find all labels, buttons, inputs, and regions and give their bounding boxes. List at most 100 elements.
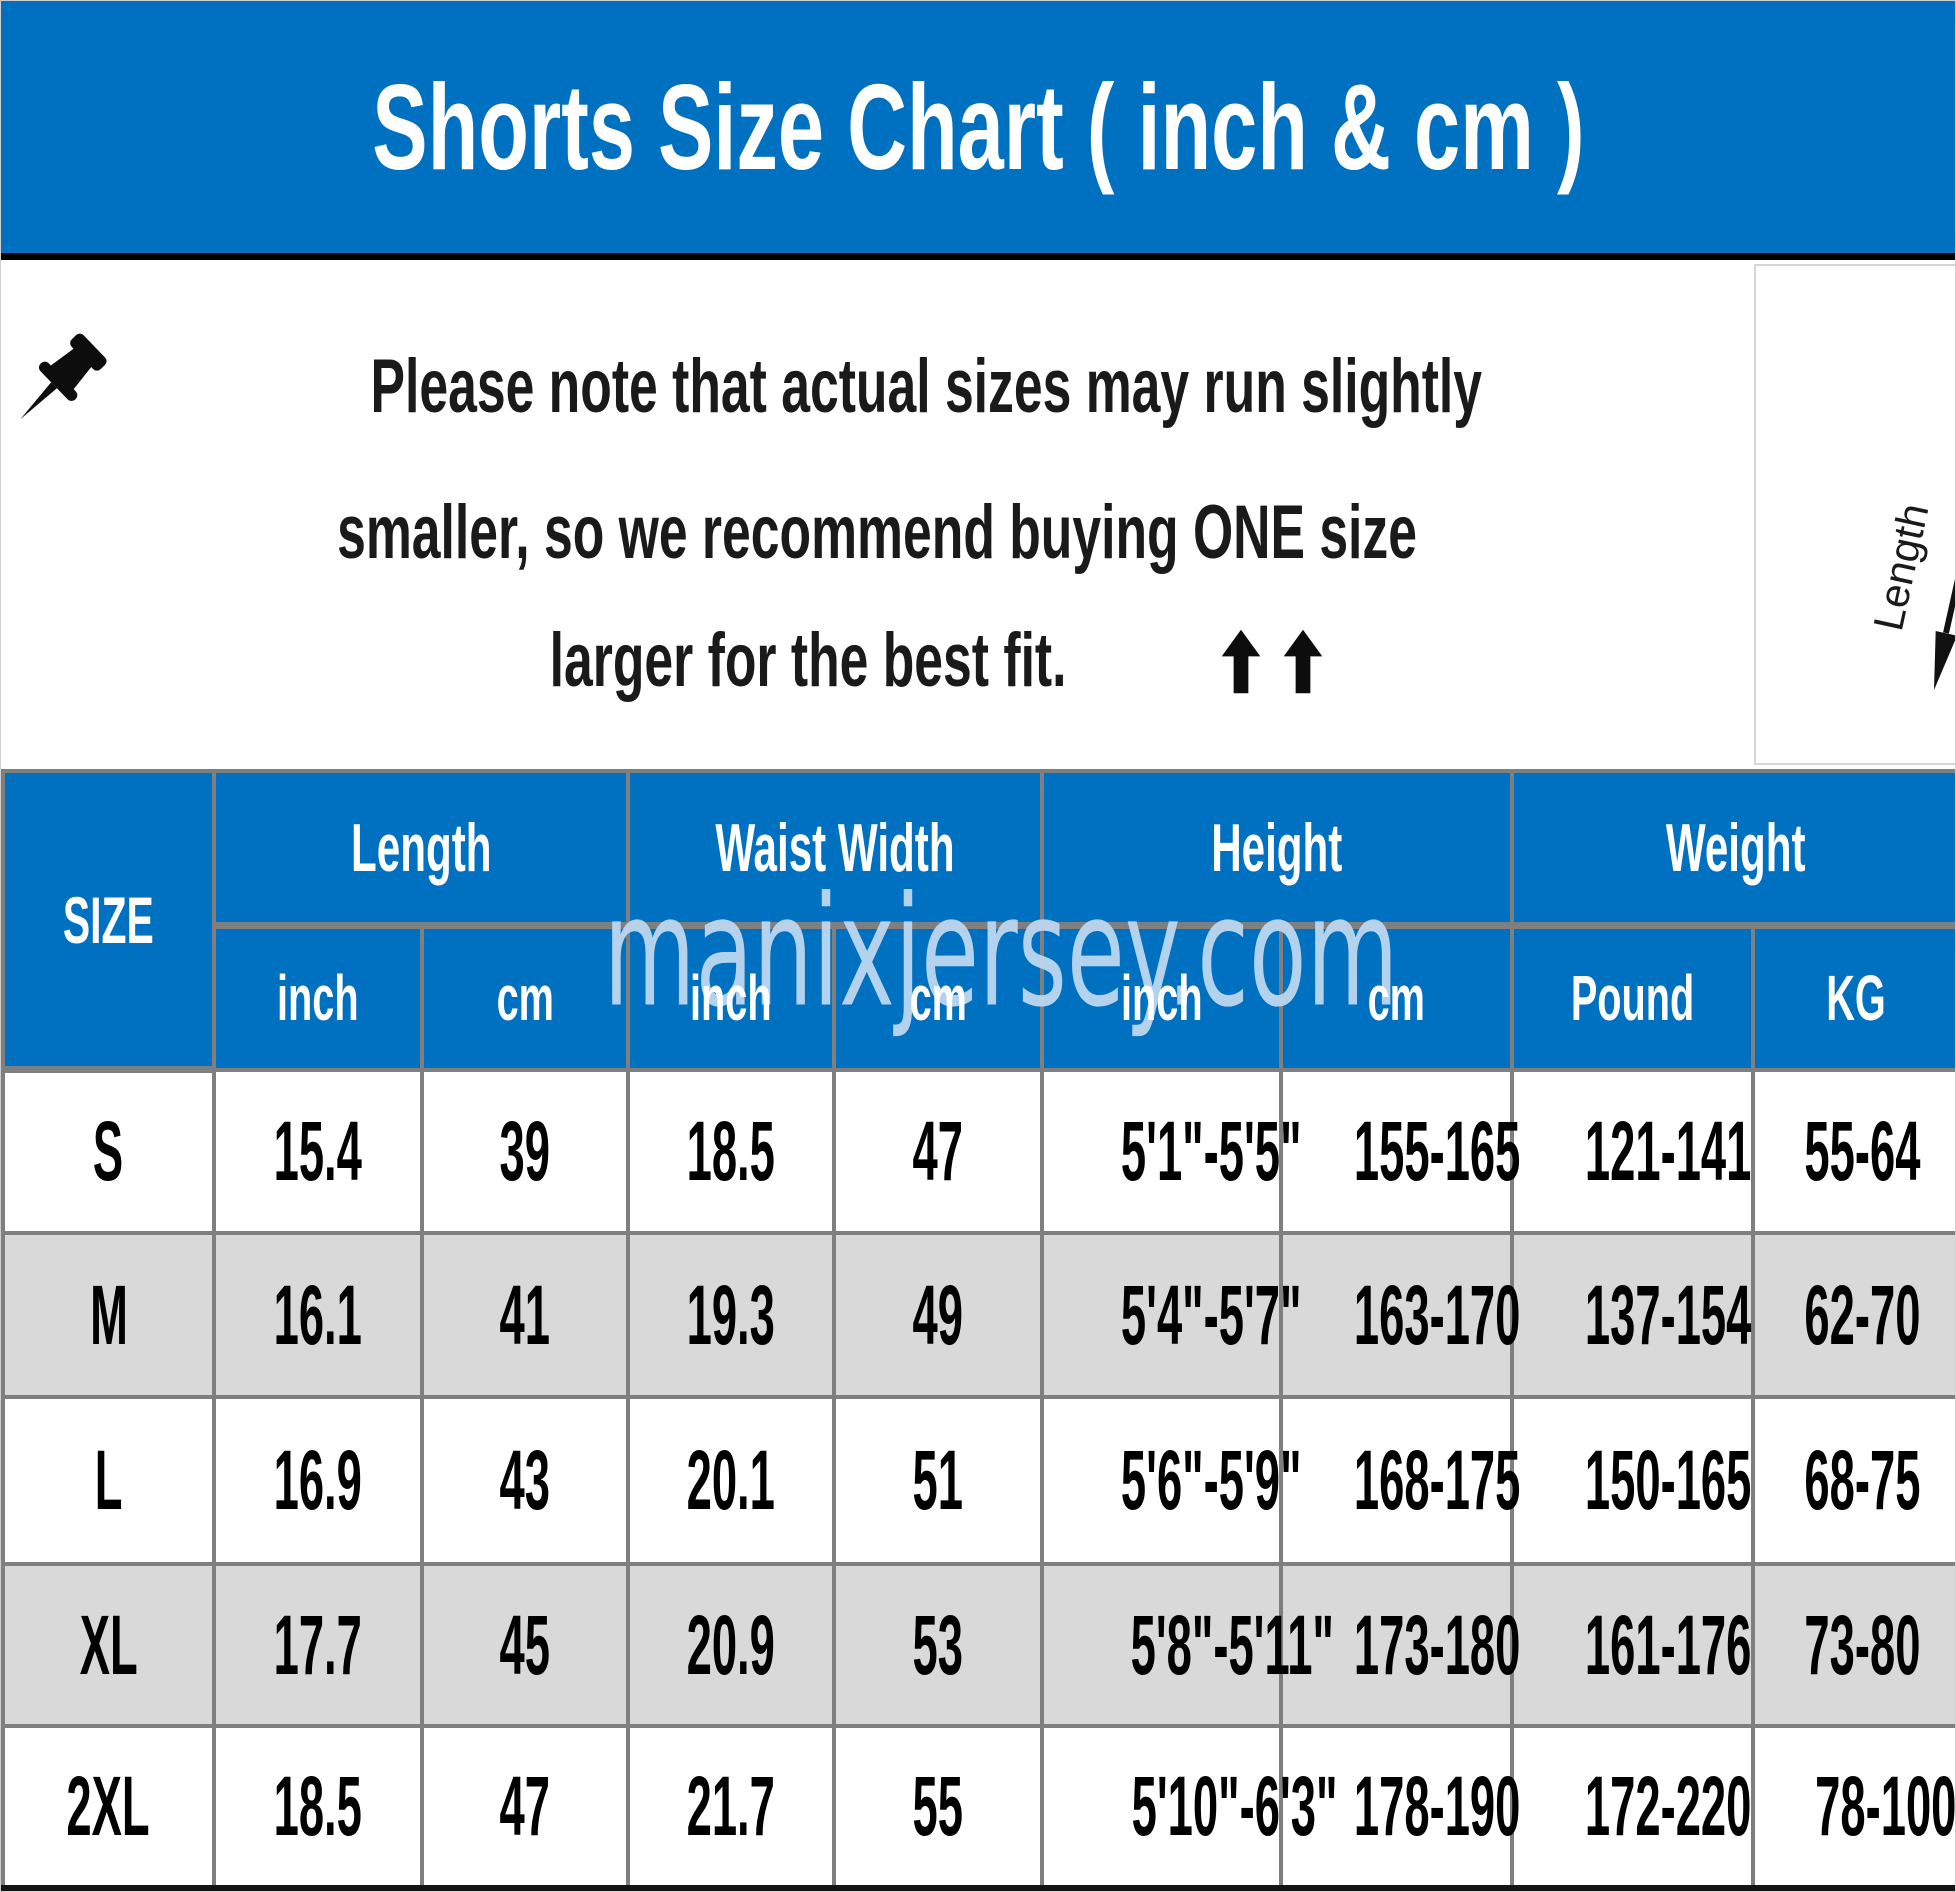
cell-value: 51 <box>831 1395 1045 1567</box>
size-header-label: SIZE <box>63 882 154 957</box>
cell-text: 16.9 <box>273 1433 363 1528</box>
subheader-weight-kg: KG <box>1751 923 1955 1072</box>
subheader-length-cm: cm <box>420 923 630 1072</box>
size-table: SIZE Length Waist Width Height Weight in… <box>1 769 1956 1891</box>
cell-value: 5'8"-5'11" <box>1040 1562 1334 1729</box>
double-up-arrow-icon <box>1202 626 1326 696</box>
table-row-xl: XL 17.7 45 20.9 53 5'8"-5'11" 173-180 16… <box>1 1562 1955 1729</box>
cell-text: 17.7 <box>273 1597 363 1692</box>
cell-value: 5'1"-5'5" <box>1040 1067 1302 1235</box>
cell-text: 55 <box>912 1759 964 1854</box>
cell-text: 39 <box>499 1103 551 1198</box>
size-value: S <box>93 1104 124 1199</box>
subheader-label: cm <box>496 962 554 1035</box>
cell-value: 47 <box>831 1067 1045 1235</box>
row-size-label: S <box>1 1067 216 1235</box>
cell-text: 47 <box>912 1103 964 1198</box>
subheader-label: inch <box>690 962 772 1035</box>
cell-value: 150-165 <box>1510 1395 1756 1567</box>
cell-text: 15.4 <box>273 1103 363 1198</box>
cell-value: 18.5 <box>626 1067 836 1235</box>
subheader-label: cm <box>1367 962 1426 1035</box>
cell-value: 19.3 <box>626 1230 836 1400</box>
pushpin-icon <box>11 331 115 443</box>
group-header-height: Height <box>1040 769 1515 930</box>
note-line-3: larger for the best fit. <box>549 617 1067 703</box>
cell-text: 178-190 <box>1353 1759 1521 1854</box>
group-header-height-label: Height <box>1211 809 1343 886</box>
cell-value: 168-175 <box>1279 1395 1520 1567</box>
cell-text: 78-100 <box>1815 1759 1956 1854</box>
subheader-height-inch: inch <box>1040 923 1284 1072</box>
cell-value: 49 <box>831 1230 1045 1400</box>
cell-text: 73-80 <box>1804 1597 1921 1692</box>
row-size-label: L <box>1 1395 216 1567</box>
cell-value: 18.5 <box>212 1724 424 1891</box>
cell-text: 51 <box>912 1433 964 1528</box>
subheader-waist-inch: inch <box>626 923 836 1072</box>
cell-text: 47 <box>499 1759 551 1854</box>
cell-text: 19.3 <box>686 1267 776 1362</box>
note-line-2-wrap: smaller, so we recommend buying ONE size <box>83 489 1671 575</box>
note-line-2: smaller, so we recommend buying ONE size <box>337 489 1418 575</box>
middle-band: Please note that actual sizes may run sl… <box>1 260 1955 769</box>
cell-value: 39 <box>420 1067 630 1235</box>
cell-value: 62-70 <box>1751 1230 1955 1400</box>
cell-value: 20.1 <box>626 1395 836 1567</box>
cell-value: 43 <box>420 1395 630 1567</box>
cell-value: 5'4"-5'7" <box>1040 1230 1302 1400</box>
cell-value: 20.9 <box>626 1562 836 1729</box>
subheader-label: Pound <box>1570 962 1695 1035</box>
cell-text: 5'1"-5'5" <box>1120 1103 1302 1198</box>
subheader-length-inch: inch <box>212 923 424 1072</box>
cell-text: 68-75 <box>1804 1433 1921 1528</box>
cell-value: 53 <box>831 1562 1045 1729</box>
cell-value: 21.7 <box>626 1724 836 1891</box>
group-header-weight: Weight <box>1510 769 1955 930</box>
cell-value: 55-64 <box>1751 1067 1955 1235</box>
cell-text: 173-180 <box>1353 1597 1521 1692</box>
page-title: Shorts Size Chart ( inch & cm ) <box>371 59 1585 195</box>
cell-value: 68-75 <box>1751 1395 1955 1567</box>
subheader-weight-pound: Pound <box>1510 923 1756 1072</box>
cell-text: 16.1 <box>273 1267 363 1362</box>
cell-text: 20.9 <box>686 1597 776 1692</box>
row-size-label: 2XL <box>1 1724 216 1891</box>
cell-text: 62-70 <box>1804 1267 1921 1362</box>
table-group-header-row: SIZE Length Waist Width Height Weight <box>1 769 1955 1074</box>
cell-text: 5'8"-5'11" <box>1130 1597 1334 1692</box>
cell-value: 16.9 <box>212 1395 424 1567</box>
cell-value: 55 <box>831 1724 1045 1891</box>
note-line-1: Please note that actual sizes may run sl… <box>370 343 1483 429</box>
subheader-label: inch <box>277 962 359 1035</box>
group-header-waist-width-label: Waist Width <box>715 809 955 886</box>
table-subheader-row: inch cm inch cm inch cm Pound KG <box>3 923 1955 1072</box>
subheader-waist-cm: cm <box>831 923 1045 1072</box>
cell-text: 18.5 <box>273 1759 363 1854</box>
size-value: 2XL <box>66 1759 151 1854</box>
subheader-label: KG <box>1826 962 1886 1035</box>
note-section: Please note that actual sizes may run sl… <box>1 260 1754 769</box>
cell-value: 47 <box>420 1724 630 1891</box>
size-value: L <box>94 1433 123 1528</box>
table-row-2xl: 2XL 18.5 47 21.7 55 5'10"-6'3" 178-190 1… <box>1 1724 1956 1891</box>
cell-value: 41 <box>420 1230 630 1400</box>
cell-value: 121-141 <box>1510 1067 1756 1235</box>
subheader-height-cm: cm <box>1279 923 1515 1072</box>
cell-value: 161-176 <box>1510 1562 1756 1729</box>
cell-text: 5'4"-5'7" <box>1120 1267 1302 1362</box>
cell-text: 163-170 <box>1353 1267 1521 1362</box>
group-header-waist-width: Waist Width <box>625 769 1045 930</box>
row-size-label: XL <box>1 1562 216 1729</box>
row-size-label: M <box>1 1230 216 1400</box>
cell-value: 163-170 <box>1279 1230 1520 1400</box>
group-header-weight-label: Weight <box>1665 809 1806 886</box>
size-column-header: SIZE <box>1 769 216 1074</box>
table-row-s: S 15.4 39 18.5 47 5'1"-5'5" 155-165 121-… <box>1 1067 1955 1235</box>
table-row-l: L 16.9 43 20.1 51 5'6"-5'9" 168-175 150-… <box>1 1395 1955 1567</box>
cell-text: 45 <box>499 1597 551 1692</box>
cell-value: 178-190 <box>1279 1724 1520 1891</box>
header-divider <box>1 253 1955 260</box>
cell-text: 161-176 <box>1584 1597 1752 1692</box>
